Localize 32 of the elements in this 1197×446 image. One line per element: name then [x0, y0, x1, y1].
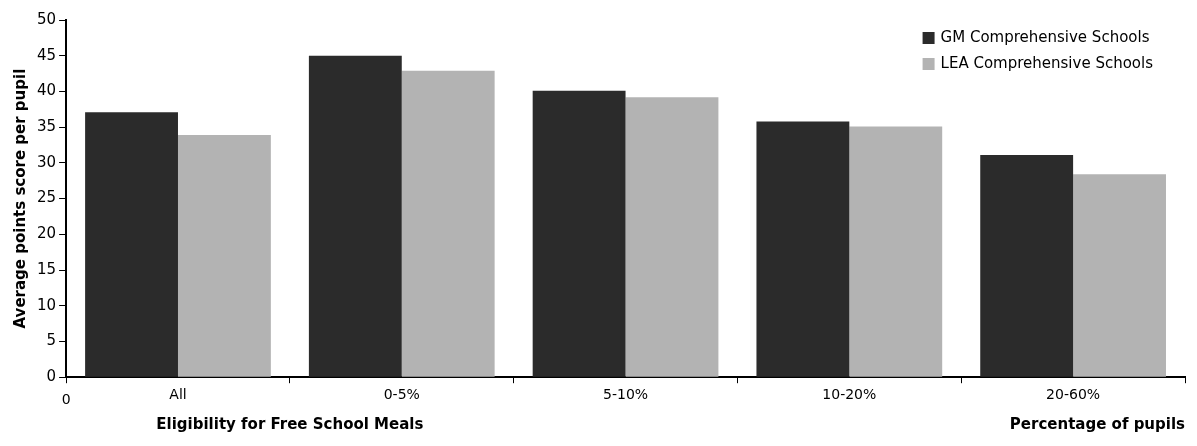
y-tick-label: 0 — [46, 367, 57, 386]
bar — [532, 90, 626, 377]
x-tick-label: 20-60% — [1046, 386, 1101, 403]
bar — [1073, 174, 1166, 377]
bar — [980, 155, 1074, 377]
y-tick-label: 10 — [36, 295, 57, 314]
text: 0 — [61, 390, 71, 407]
bar — [177, 135, 271, 377]
x-tick-label: All — [169, 386, 187, 403]
legend-label: GM Comprehensive Schools — [940, 27, 1150, 46]
y-axis-title: Average points score per pupil — [10, 68, 29, 329]
bar — [85, 112, 178, 377]
y-tick-label: 25 — [36, 188, 57, 207]
bar — [625, 97, 719, 377]
bar — [756, 121, 850, 377]
x-tick-label: 0-5% — [383, 386, 420, 403]
bar — [308, 55, 402, 377]
y-tick-label: 15 — [36, 259, 57, 278]
y-tick-label: 20 — [36, 224, 57, 243]
y-tick-label: 50 — [36, 9, 57, 28]
x-tick-label: 5-10% — [603, 386, 649, 403]
y-tick-label: 5 — [46, 331, 57, 350]
text: Percentage of pupils — [1009, 414, 1186, 433]
x-axis-title: Eligibility for Free School Meals — [156, 414, 424, 433]
legend-label: LEA Comprehensive Schools — [940, 53, 1154, 72]
y-tick-label: 35 — [36, 117, 57, 136]
bar — [849, 126, 943, 377]
bar — [401, 70, 495, 377]
y-tick-label: 40 — [36, 81, 57, 100]
x-tick-label: 10-20% — [822, 386, 877, 403]
y-tick-label: 30 — [36, 152, 57, 171]
y-tick-label: 45 — [36, 45, 57, 64]
